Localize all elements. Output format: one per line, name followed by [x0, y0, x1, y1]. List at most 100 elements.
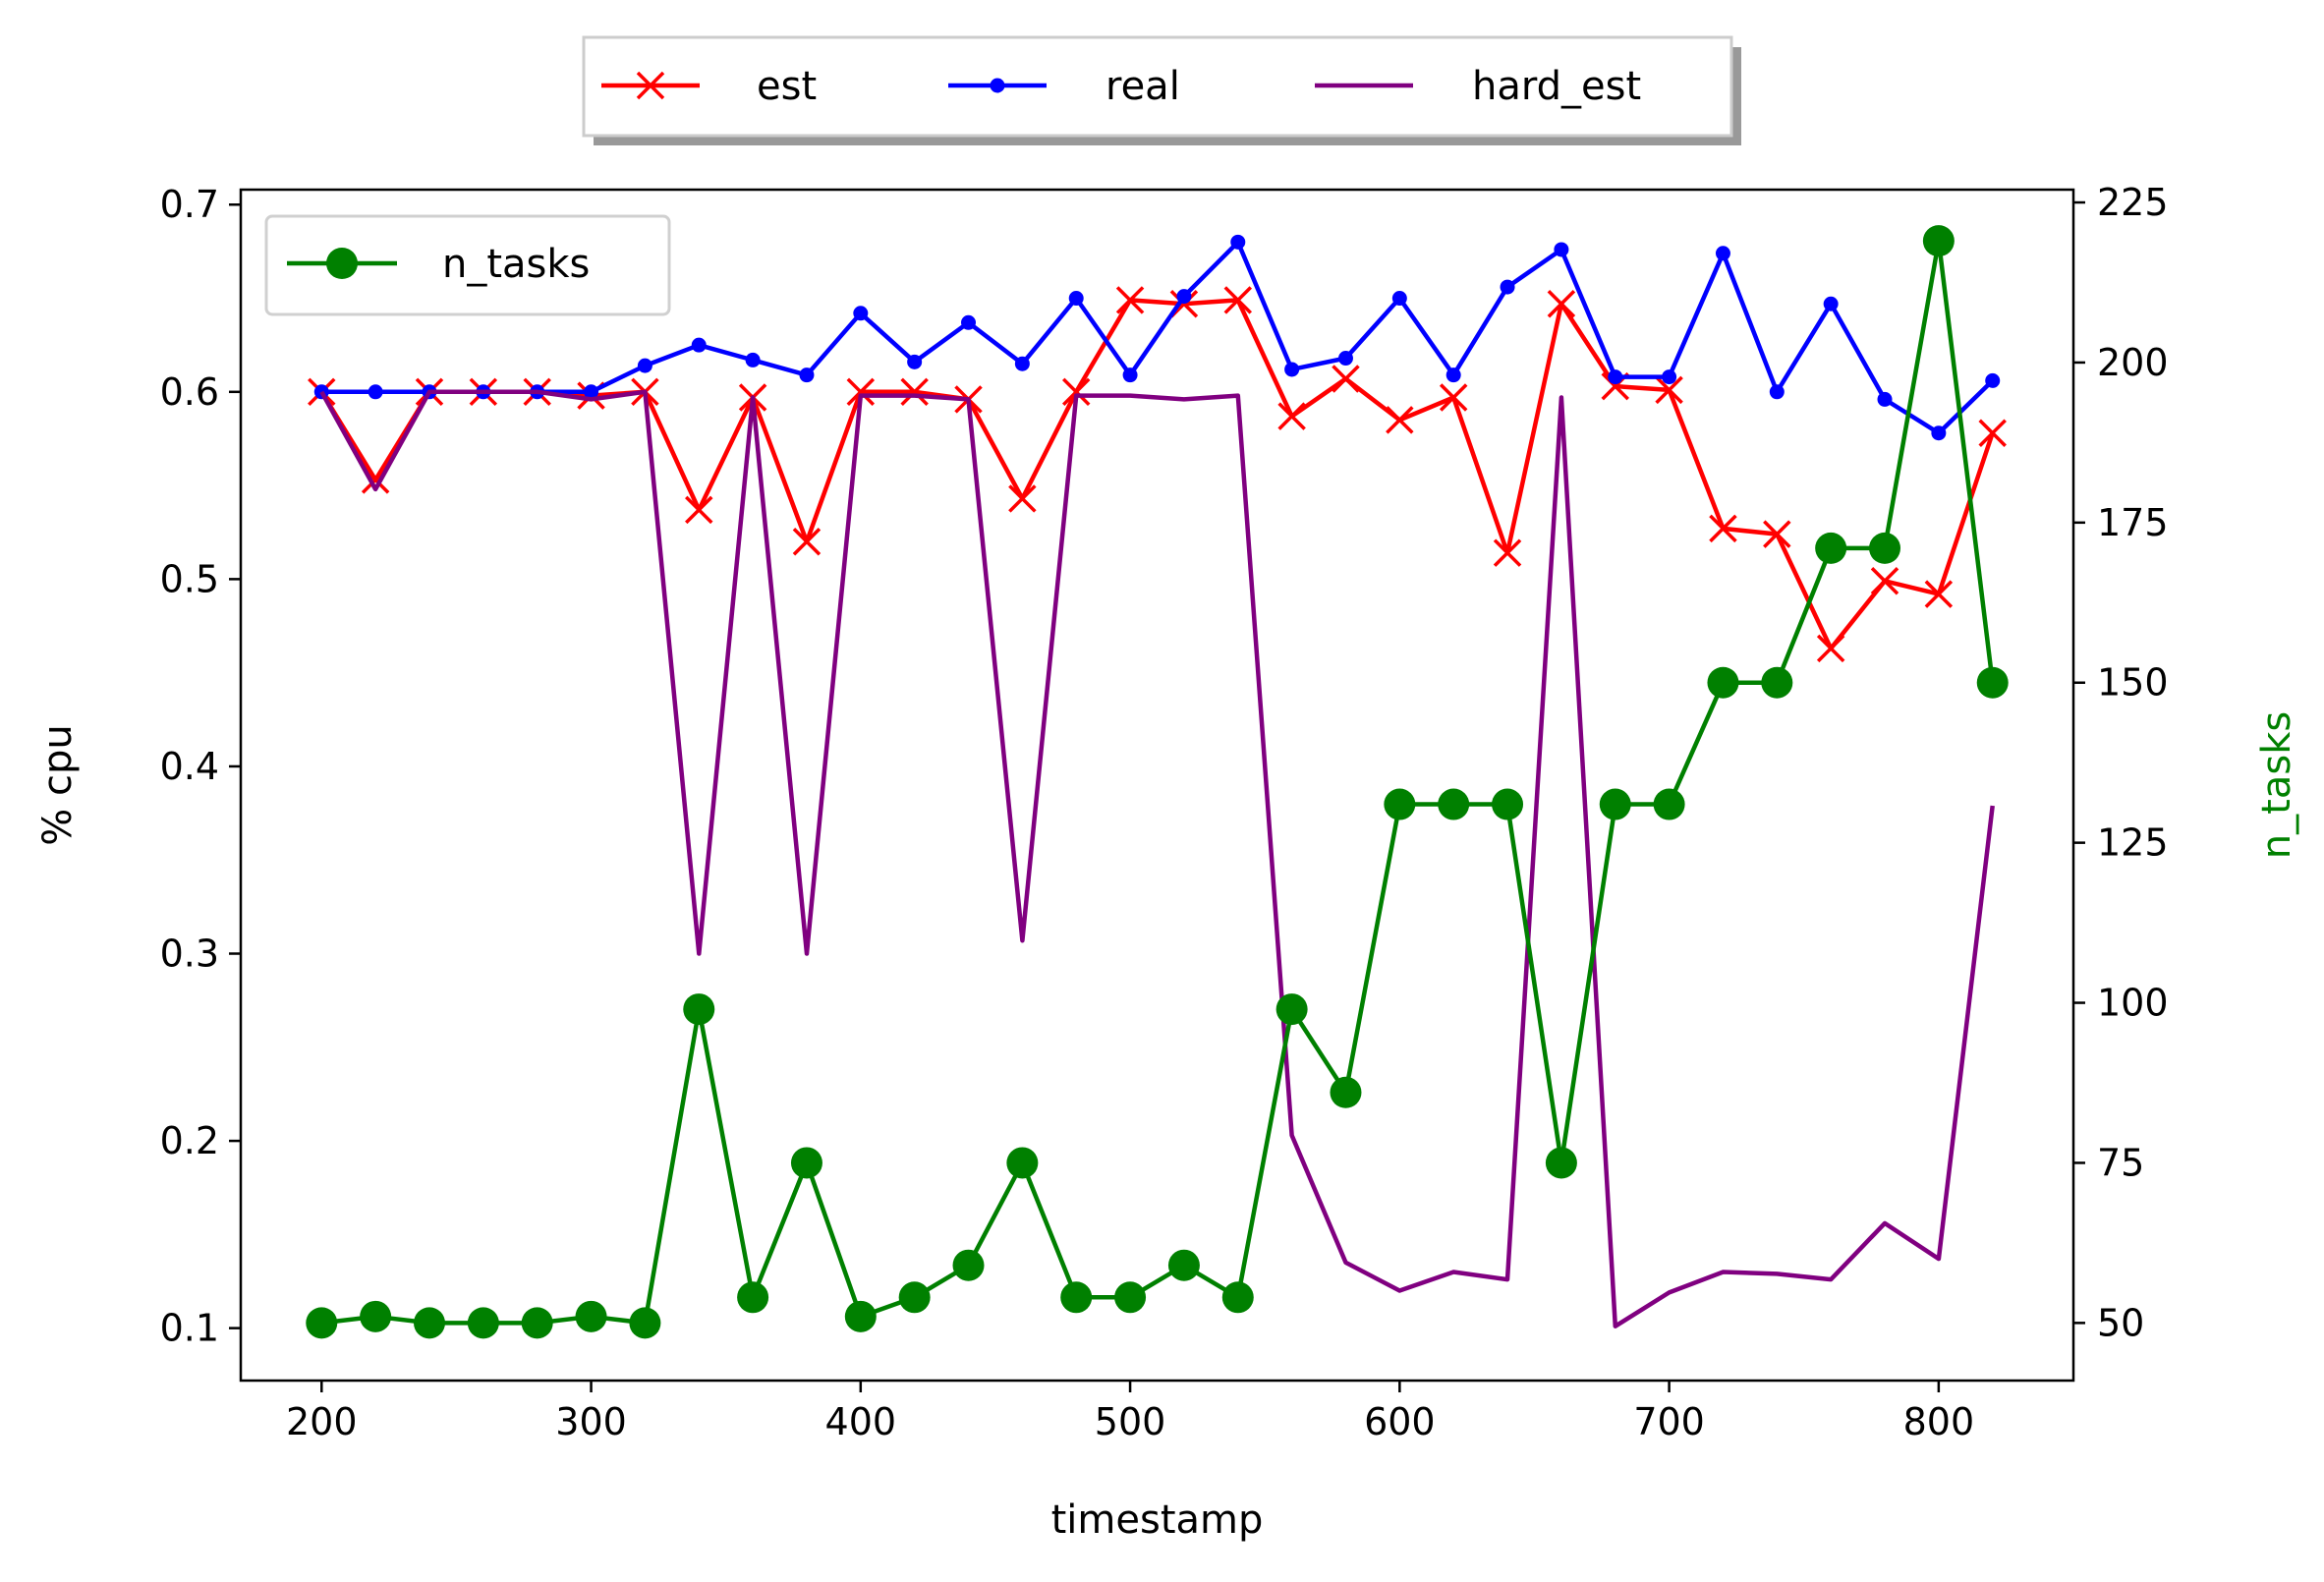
point-n_tasks-540	[1221, 1281, 1254, 1314]
series-est	[308, 286, 2007, 663]
legend-label-est: est	[757, 64, 817, 109]
legend-label-real: real	[1105, 64, 1180, 109]
point-n_tasks-640	[1492, 788, 1524, 820]
y-tick-label: 0.7	[160, 183, 219, 226]
point-est-500	[1115, 286, 1145, 314]
legend-layer: est real hard_est n_tasks	[264, 35, 1741, 316]
y2-tick-label: 175	[2097, 501, 2169, 544]
point-n_tasks-520	[1167, 1249, 1200, 1281]
y-tick-label: 0.5	[160, 557, 219, 600]
point-n_tasks-380	[790, 1147, 822, 1179]
point-real-720	[1715, 246, 1730, 261]
x-axis-title: timestamp	[1051, 1497, 1264, 1543]
point-real-660	[1554, 242, 1569, 257]
point-est-400	[846, 377, 876, 407]
legend-marker-real	[990, 78, 1005, 93]
series-layer	[306, 225, 2009, 1339]
plot-frame	[239, 188, 2075, 1383]
point-n_tasks-800	[1922, 225, 1955, 257]
legend-marker-n_tasks	[326, 248, 358, 279]
point-real-620	[1445, 367, 1461, 383]
point-est-720	[1709, 514, 1737, 543]
point-n_tasks-220	[360, 1300, 392, 1332]
legend-marker-est	[636, 71, 665, 100]
point-real-460	[1014, 356, 1030, 371]
point-real-400	[853, 306, 869, 321]
y2-tick-label: 100	[2097, 982, 2169, 1025]
point-n_tasks-340	[683, 993, 715, 1026]
point-n_tasks-280	[521, 1307, 553, 1339]
point-est-600	[1386, 406, 1414, 434]
legend-inner-box	[264, 214, 671, 316]
point-est-560	[1277, 402, 1306, 430]
y2-tick-label: 75	[2097, 1141, 2144, 1184]
point-real-700	[1662, 369, 1677, 385]
y2-tick-label: 125	[2097, 821, 2169, 865]
point-n_tasks-400	[844, 1300, 877, 1332]
axes-layer: 200 300 400 500 600 700 800 0.1 0.2 0.3 0.4 0.5 0.6 0…	[35, 181, 2299, 1543]
point-est-620	[1439, 383, 1468, 412]
point-n_tasks-620	[1438, 788, 1470, 820]
point-n_tasks-260	[467, 1307, 499, 1339]
point-real-580	[1337, 351, 1353, 367]
y2-tick-label: 200	[2097, 341, 2169, 384]
point-est-740	[1763, 520, 1791, 548]
point-est-460	[1008, 484, 1037, 513]
series-n_tasks	[306, 225, 2009, 1339]
point-est-420	[900, 377, 929, 407]
point-real-480	[1068, 291, 1084, 307]
point-est-800	[1924, 580, 1954, 608]
legend-label-hard_est: hard_est	[1472, 64, 1641, 109]
y-axis-title: % cpu	[35, 724, 81, 845]
series-line-real	[321, 240, 1995, 435]
point-n_tasks-460	[1006, 1147, 1039, 1179]
x-tick-label: 400	[825, 1400, 897, 1443]
legend-top: est real hard_est	[582, 35, 1741, 145]
y-tick-label: 0.6	[160, 370, 219, 414]
x-tick-label: 300	[555, 1400, 627, 1443]
point-real-500	[1122, 367, 1138, 383]
point-real-360	[745, 352, 761, 367]
point-n_tasks-360	[737, 1281, 769, 1314]
point-n_tasks-760	[1815, 532, 1847, 564]
point-n_tasks-300	[575, 1300, 607, 1332]
point-n_tasks-240	[413, 1307, 445, 1339]
point-n_tasks-420	[898, 1281, 931, 1314]
legend-top-box	[582, 35, 1733, 138]
point-real-640	[1500, 279, 1515, 295]
point-n_tasks-700	[1653, 788, 1685, 820]
point-n_tasks-480	[1060, 1281, 1093, 1314]
y2-tick-label: 150	[2097, 661, 2169, 705]
point-real-760	[1823, 296, 1839, 311]
point-n_tasks-200	[306, 1307, 338, 1339]
x-tick-label: 800	[1903, 1400, 1975, 1443]
point-real-820	[1985, 372, 2001, 388]
point-est-820	[1978, 419, 2007, 447]
point-real-220	[368, 384, 383, 400]
point-est-380	[792, 528, 822, 556]
point-n_tasks-500	[1114, 1281, 1147, 1314]
point-n_tasks-560	[1275, 993, 1308, 1026]
x-tick-label: 600	[1364, 1400, 1436, 1443]
point-est-480	[1061, 377, 1091, 407]
point-n_tasks-720	[1707, 666, 1739, 699]
point-real-340	[691, 337, 707, 353]
point-est-760	[1816, 634, 1845, 663]
point-est-580	[1332, 365, 1360, 393]
point-n_tasks-320	[629, 1307, 661, 1339]
point-n_tasks-780	[1869, 532, 1901, 564]
point-real-380	[799, 367, 815, 383]
point-n_tasks-820	[1976, 666, 2009, 699]
point-est-340	[685, 495, 713, 525]
y-tick-label: 0.2	[160, 1119, 219, 1162]
point-est-640	[1493, 538, 1522, 567]
point-n_tasks-600	[1384, 788, 1416, 820]
series-line-hard_est	[319, 389, 1995, 1328]
point-n_tasks-680	[1599, 788, 1631, 820]
point-real-740	[1769, 384, 1785, 400]
x-tick-label: 200	[286, 1400, 358, 1443]
point-real-560	[1284, 362, 1300, 377]
point-est-700	[1655, 375, 1683, 405]
point-real-800	[1931, 425, 1947, 441]
